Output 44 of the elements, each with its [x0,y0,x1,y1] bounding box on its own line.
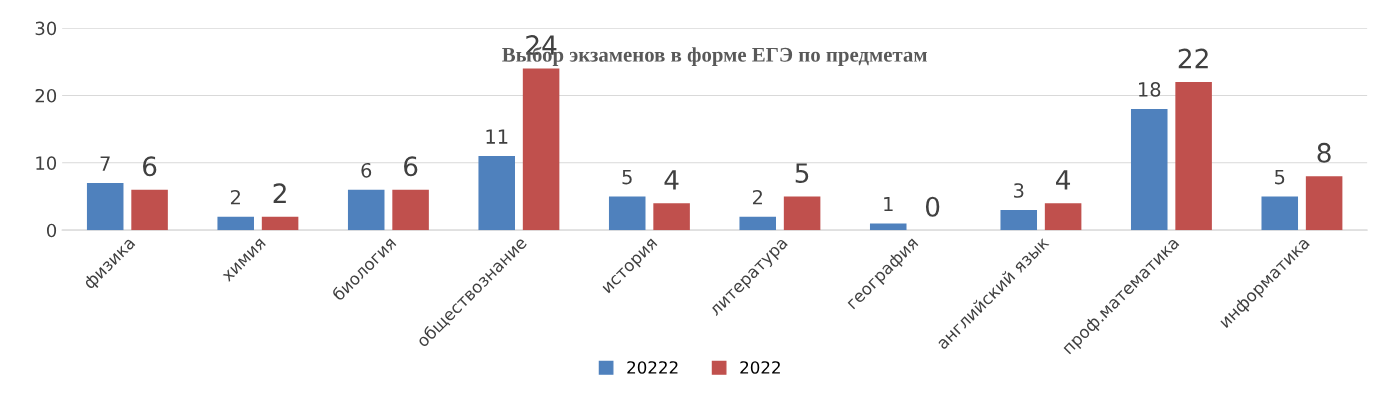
data-label: 4 [664,170,679,190]
y-tick-label: 20 [35,88,57,103]
data-label: 5 [622,169,632,185]
bar [131,189,168,231]
y-tick-label: 0 [46,223,57,238]
bar [1175,81,1212,231]
bar [86,183,124,231]
data-label: 5 [1275,169,1285,185]
data-label: 6 [361,162,372,178]
data-label: 11 [486,129,508,144]
data-label: 5 [795,163,809,184]
data-label: 6 [143,156,157,177]
bar [869,223,907,231]
bar [608,196,646,231]
y-tick-label: 30 [35,21,57,36]
bar [653,203,690,231]
data-label: 3 [1014,183,1024,198]
data-label: 7 [100,156,110,171]
data-label: 6 [404,156,418,177]
bar [522,68,560,231]
bar [1130,108,1168,231]
data-label: 1 [884,196,893,212]
y-tick-label: 10 [36,156,57,170]
data-label: 2 [752,189,762,205]
bar [261,216,299,231]
data-label: 18 [1139,82,1161,97]
bar [1305,176,1343,231]
bar [217,216,254,231]
data-label: 22 [1178,48,1208,69]
data-label: 2 [273,183,286,203]
bar [1261,196,1299,231]
bar [1044,203,1082,231]
bar [392,189,429,231]
bar [478,156,515,231]
legend-label: 2022 [740,361,780,374]
bar [347,189,385,231]
bar [739,216,776,231]
bar [1000,209,1038,231]
legend-label: 20222 [627,361,678,374]
bar [783,196,821,231]
data-label: 0 [925,196,940,217]
data-label: 2 [230,189,240,205]
data-label: 8 [1317,142,1331,163]
data-label: 4 [1056,170,1071,190]
